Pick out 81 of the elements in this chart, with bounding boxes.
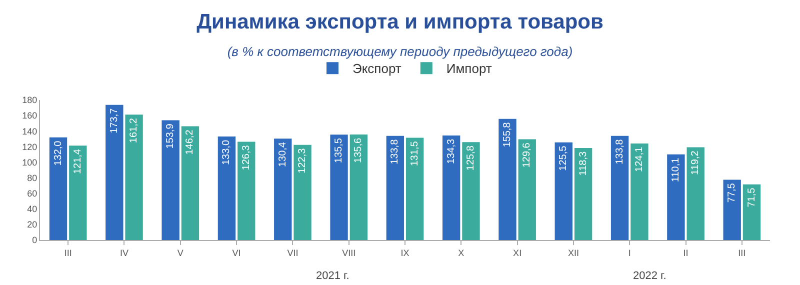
data-label: 132,0 (52, 140, 64, 166)
bar (350, 134, 368, 240)
chart-title: Динамика экспорта и импорта товаров (196, 10, 604, 34)
x-tick-label: IV (120, 248, 128, 258)
y-tick-label: 0 (32, 235, 38, 246)
x-tick-label: X (458, 248, 464, 258)
data-label: 121,4 (72, 148, 84, 174)
bar (49, 137, 68, 240)
data-label: 71,5 (746, 187, 758, 208)
bar (442, 136, 460, 240)
y-tick-label: 40 (27, 204, 38, 214)
bar (181, 126, 200, 240)
bar (723, 180, 741, 240)
bar (330, 134, 348, 240)
data-label: 146,2 (184, 129, 196, 155)
bar (610, 136, 629, 240)
x-tick-label: VII (287, 248, 298, 258)
y-tick-label: 180 (22, 95, 38, 106)
y-tick-label: 160 (22, 110, 38, 121)
x-tick-label: III (738, 248, 746, 258)
bar (386, 136, 404, 240)
x-tick-label: I (628, 248, 631, 258)
x-tick-label: II (683, 248, 688, 258)
y-tick-label: 20 (27, 220, 38, 230)
data-label: 131,5 (409, 140, 420, 166)
bar (498, 118, 516, 240)
bar (218, 136, 236, 240)
data-label: 133,8 (614, 138, 626, 164)
x-tick-label: III (64, 248, 72, 258)
data-label: 153,9 (165, 123, 176, 149)
data-label: 122,3 (297, 148, 308, 174)
bar (518, 139, 536, 240)
bar (162, 120, 180, 240)
x-tick-label: V (177, 248, 184, 258)
data-label: 155,8 (502, 122, 513, 148)
bar (406, 138, 424, 240)
bar (667, 154, 685, 240)
y-tick-label: 140 (22, 126, 38, 136)
data-label: 135,6 (353, 138, 364, 163)
data-label: 161,2 (128, 118, 140, 144)
data-label: 125,5 (558, 145, 570, 171)
bar (630, 143, 648, 240)
y-tick-label: 80 (27, 172, 38, 183)
text: 2022 г. (633, 270, 666, 282)
x-tick-label: IX (400, 248, 410, 258)
y-tick-label: 120 (22, 142, 38, 152)
bar (554, 142, 572, 240)
data-label: 119,2 (690, 150, 702, 176)
text: 2021 г. (316, 270, 350, 282)
data-label: 77,5 (726, 182, 738, 203)
bar (274, 138, 292, 240)
data-label: 173,7 (108, 108, 120, 134)
bar (106, 104, 124, 240)
data-label: 133,8 (390, 138, 401, 164)
bar (742, 184, 761, 240)
data-label: 126,3 (240, 144, 252, 170)
data-label: 135,5 (334, 138, 345, 164)
bar (69, 146, 87, 240)
bar (294, 144, 312, 240)
x-tick-label: VI (232, 248, 241, 258)
data-label: 125,8 (465, 145, 476, 171)
y-tick-label: 60 (27, 188, 38, 198)
legend-label: Импорт (446, 61, 492, 76)
data-label: 130,4 (277, 142, 288, 168)
data-label: 110,1 (670, 157, 682, 182)
data-label: 133,0 (221, 140, 232, 166)
bar (462, 142, 480, 240)
x-tick-label: VIII (342, 248, 356, 258)
data-label: 129,6 (522, 142, 533, 168)
bar (238, 142, 256, 240)
bar (686, 147, 704, 240)
data-label: 134,3 (446, 138, 457, 164)
x-tick-label: XI (513, 248, 522, 258)
y-tick-label: 100 (22, 157, 38, 168)
bar (125, 114, 143, 240)
data-label: 118,3 (578, 150, 589, 176)
chart-subtitle: (в % к соответствующему периоду предыдущего года) (227, 44, 573, 59)
data-label: 124,1 (634, 146, 645, 172)
legend-label: Экспорт (352, 61, 402, 76)
bar (574, 148, 592, 240)
x-tick-label: XII (568, 248, 579, 258)
